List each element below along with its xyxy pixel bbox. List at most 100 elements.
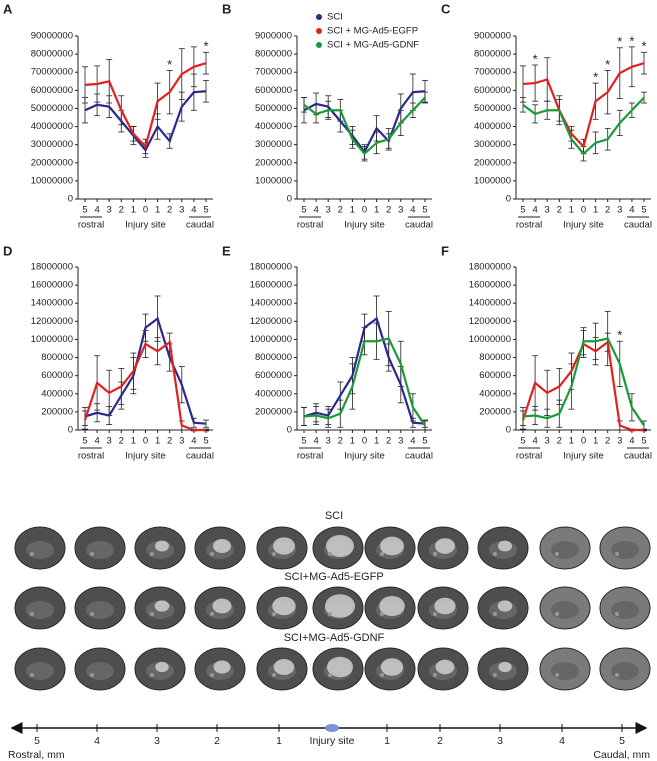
error-bar xyxy=(301,406,307,426)
y-tick-label: 6000000 xyxy=(474,85,511,96)
section-row-label: SCI+MG-Ad5-GDNF xyxy=(284,632,385,644)
x-tick-label: 2 xyxy=(338,436,343,447)
tissue-section xyxy=(256,647,308,691)
group-label: Injury site xyxy=(344,451,385,462)
distance-label: 2 xyxy=(214,735,220,747)
tissue-section xyxy=(194,647,246,691)
legend-marker xyxy=(316,28,322,34)
caudal-label: Caudal, mm xyxy=(593,749,650,761)
x-tick-label: 0 xyxy=(581,436,586,447)
x-tick-label: 3 xyxy=(545,436,550,447)
significance-mark: * xyxy=(617,328,622,343)
x-tick-label: 4 xyxy=(410,436,415,447)
distance-label: 3 xyxy=(497,735,503,747)
group-label: caudal xyxy=(405,451,433,462)
y-tick-label: 7000000 xyxy=(474,67,511,78)
lesion xyxy=(273,658,295,676)
distance-label: 5 xyxy=(34,735,40,747)
x-tick-label: 4 xyxy=(629,205,634,216)
x-tick-label: 4 xyxy=(191,205,196,216)
y-tick-label: 400000 xyxy=(479,388,511,399)
tissue-section xyxy=(134,647,186,691)
distance-label: 4 xyxy=(94,735,100,747)
y-tick-label: 1000000 xyxy=(474,175,511,186)
panel-label: C xyxy=(441,1,451,16)
y-tick-label: 16000000 xyxy=(31,280,73,291)
tissue-section xyxy=(14,586,66,630)
y-tick-label: 800000 xyxy=(479,352,511,363)
series-line xyxy=(522,62,645,149)
x-tick-label: 2 xyxy=(119,436,124,447)
section-detail xyxy=(615,673,619,677)
section-detail xyxy=(433,673,437,677)
y-tick-label: 4000000 xyxy=(255,388,292,399)
y-tick-label: 9000000 xyxy=(255,31,292,42)
x-tick-label: 3 xyxy=(545,205,550,216)
tissue-section xyxy=(256,526,308,570)
x-tick-label: 4 xyxy=(410,205,415,216)
x-tick-label: 5 xyxy=(641,205,646,216)
error-bar xyxy=(203,51,209,75)
x-tick-label: 0 xyxy=(362,436,367,447)
series-line xyxy=(84,90,207,153)
group-label: rostral xyxy=(78,451,104,462)
y-tick-label: 30000000 xyxy=(31,139,73,150)
legend-marker xyxy=(316,14,322,20)
section-matter xyxy=(551,601,579,619)
x-tick-label: 5 xyxy=(203,436,208,447)
y-tick-label: 0 xyxy=(287,194,292,205)
tissue-section xyxy=(14,526,66,570)
y-tick-label: 2000000 xyxy=(255,406,292,417)
section-matter xyxy=(86,601,114,619)
x-tick-label: 1 xyxy=(350,205,355,216)
significance-mark: * xyxy=(617,34,622,49)
y-tick-label: 40000000 xyxy=(31,121,73,132)
x-tick-label: 2 xyxy=(557,205,562,216)
section-detail xyxy=(493,552,497,556)
tissue-section xyxy=(364,586,416,630)
panel-label: E xyxy=(222,243,231,258)
lesion xyxy=(379,595,405,617)
section-matter xyxy=(26,662,54,680)
x-tick-label: 4 xyxy=(313,436,318,447)
section-matter xyxy=(611,662,639,680)
legend-label: SCI + MG-Ad5-EGFP xyxy=(327,26,418,37)
y-tick-label: 18000000 xyxy=(31,262,73,273)
lesion xyxy=(155,661,169,673)
y-tick-label: 600000 xyxy=(41,370,73,381)
injury-marker xyxy=(325,724,339,732)
x-tick-label: 3 xyxy=(326,205,331,216)
tissue-section xyxy=(417,647,469,691)
tissue-section xyxy=(599,586,651,630)
y-tick-label: 3000000 xyxy=(474,139,511,150)
section-matter xyxy=(86,662,114,680)
y-tick-label: 90000000 xyxy=(31,31,73,42)
group-label: Injury site xyxy=(344,220,385,231)
tissue-section xyxy=(364,647,416,691)
lesion xyxy=(273,537,295,555)
section-detail xyxy=(272,552,276,556)
tissue-section xyxy=(539,647,591,691)
section-detail xyxy=(380,552,384,556)
x-tick-label: 1 xyxy=(569,436,574,447)
tissue-section xyxy=(539,526,591,570)
x-tick-label: 5 xyxy=(203,205,208,216)
tissue-section xyxy=(74,647,126,691)
x-tick-label: 2 xyxy=(386,205,391,216)
lesion xyxy=(434,597,456,615)
section-detail xyxy=(210,612,214,616)
section-detail xyxy=(555,673,559,677)
x-tick-label: 1 xyxy=(155,436,160,447)
group-label: Injury site xyxy=(563,220,604,231)
legend-label: SCI xyxy=(327,12,343,23)
x-tick-label: 4 xyxy=(191,436,196,447)
distance-label: Injury site xyxy=(310,735,355,747)
significance-mark: * xyxy=(605,57,610,72)
section-matter xyxy=(26,601,54,619)
section-detail xyxy=(433,612,437,616)
section-detail xyxy=(90,612,94,616)
x-tick-label: 5 xyxy=(422,436,427,447)
y-tick-label: 12000000 xyxy=(250,316,292,327)
